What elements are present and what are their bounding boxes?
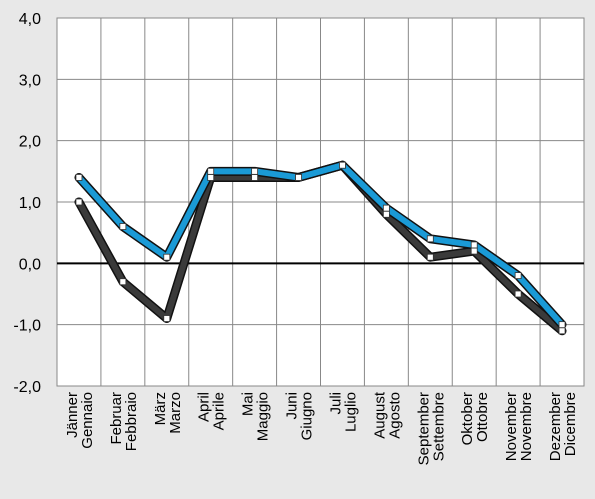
y-tick-label: -2,0 (13, 379, 41, 396)
data-point-marker (558, 321, 566, 329)
data-point-marker (514, 290, 522, 298)
data-point-marker (75, 174, 83, 181)
horizontal-gridlines (57, 78, 584, 326)
data-point-marker (382, 204, 390, 212)
x-tick-label: OktoberOttobre (459, 392, 491, 445)
series-line (75, 162, 566, 328)
data-point-marker (514, 272, 522, 280)
data-point-marker (558, 327, 566, 335)
data-point-marker (251, 167, 259, 175)
x-tick-label: AprilAprile (196, 392, 228, 430)
x-tick-label: NovemberNovembre (503, 392, 535, 461)
x-tick-label: AugustAgosto (371, 391, 403, 439)
data-point-marker (251, 174, 259, 181)
x-tick-label: MärzMarzo (152, 392, 184, 434)
data-point-marker (119, 278, 127, 286)
data-point-marker (207, 167, 215, 175)
data-point-marker (470, 241, 478, 249)
y-tick-label: 3,0 (19, 72, 41, 89)
data-point-marker (295, 174, 302, 181)
x-tick-label: JuliLuglio (327, 392, 359, 432)
data-point-marker (119, 223, 127, 230)
x-tick-label: DezemberDicembre (547, 392, 579, 461)
x-axis-tick-labels: JännerGennaio FebruarFebbraio MärzMarzo Apr… (64, 391, 579, 465)
data-point-marker (207, 174, 215, 181)
y-tick-label: 1,0 (19, 195, 41, 212)
x-tick-label: MaiMaggio (240, 392, 272, 441)
data-point-marker (426, 235, 434, 243)
y-tick-label: 0,0 (19, 256, 41, 273)
data-point-marker (426, 253, 434, 261)
data-point-marker (163, 253, 171, 261)
y-tick-label: -1,0 (13, 318, 41, 335)
data-point-marker (470, 247, 478, 255)
data-point-marker (163, 315, 171, 322)
data-point-marker (75, 198, 83, 206)
y-axis-tick-labels: 4,0 3,0 2,0 1,0 0,0 -1,0 -2,0 (13, 11, 41, 396)
x-tick-label: JuniGiugno (284, 392, 316, 440)
x-tick-label: JännerGennaio (64, 392, 96, 449)
y-tick-label: 2,0 (19, 134, 41, 151)
y-tick-label: 4,0 (19, 11, 41, 28)
x-tick-label: FebruarFebbraio (108, 392, 140, 451)
data-point-marker (382, 210, 390, 218)
x-tick-label: SeptemberSettembre (415, 392, 447, 465)
data-point-marker (339, 161, 346, 169)
series-layer (74, 160, 567, 336)
